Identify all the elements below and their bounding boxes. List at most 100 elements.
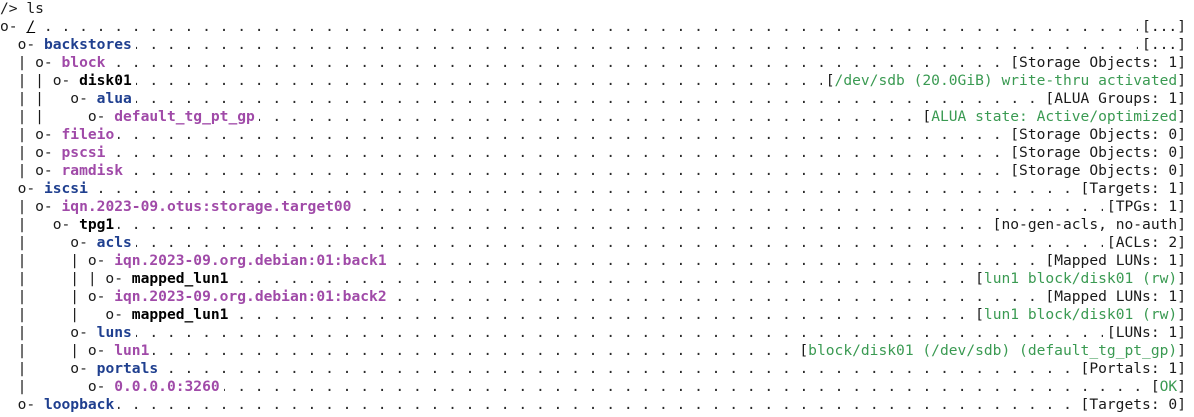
info-bracket-close: ] <box>1177 216 1186 233</box>
tree-node: | o- iqn.2023-09.otus:storage.target00 <box>0 198 355 216</box>
node-name: mapped_lun1 <box>132 306 229 323</box>
leader-dots: . . . . . . . . . . . . . . . . . . . . … <box>0 360 1186 378</box>
tree-line: . . . . . . . . . . . . . . . . . . . . … <box>0 126 1194 144</box>
leader-dots: . . . . . . . . . . . . . . . . . . . . … <box>0 396 1186 414</box>
tree-line: . . . . . . . . . . . . . . . . . . . . … <box>0 252 1194 270</box>
node-info-text: OK <box>1160 378 1178 395</box>
node-info-text: Targets: 0 <box>1089 396 1177 413</box>
tree-node: | o- ramdisk <box>0 162 127 180</box>
node-info: [Storage Objects: 1] <box>1006 54 1186 72</box>
info-bracket-open: [ <box>799 342 808 359</box>
tree-branch: o- <box>0 18 26 35</box>
node-name: backstores <box>44 36 132 53</box>
node-name: 0.0.0.0:3260 <box>114 378 219 395</box>
info-bracket-open: [ <box>1107 198 1116 215</box>
tree-node: o- / <box>0 18 39 36</box>
node-info-text: Mapped LUNs: 1 <box>1054 252 1177 269</box>
node-info: [Storage Objects: 0] <box>1006 144 1186 162</box>
tree-node: | | o- alua <box>0 90 136 108</box>
info-bracket-close: ] <box>1177 54 1186 71</box>
tree-line: . . . . . . . . . . . . . . . . . . . . … <box>0 180 1194 198</box>
info-bracket-open: [ <box>1081 396 1090 413</box>
tree-branch: | o- <box>0 360 97 377</box>
tree-line: . . . . . . . . . . . . . . . . . . . . … <box>0 234 1194 252</box>
leader-dots: . . . . . . . . . . . . . . . . . . . . … <box>0 180 1186 198</box>
tree-line: . . . . . . . . . . . . . . . . . . . . … <box>0 306 1194 324</box>
node-name: block <box>62 54 106 71</box>
info-bracket-open: [ <box>1010 126 1019 143</box>
node-info: [Storage Objects: 0] <box>1006 126 1186 144</box>
node-info: [Targets: 0] <box>1077 396 1186 414</box>
node-name: tpg1 <box>79 216 114 233</box>
tree-node: | | o- mapped_lun1 <box>0 306 232 324</box>
node-name: fileio <box>62 126 115 143</box>
info-bracket-close: ] <box>1177 198 1186 215</box>
tree-node: | o- pscsi <box>0 144 109 162</box>
node-info-text: ACLs: 2 <box>1116 234 1178 251</box>
node-info: [ALUA Groups: 1] <box>1041 90 1186 108</box>
node-info-text: /dev/sdb (20.0GiB) write-thru activated <box>835 72 1178 89</box>
tree-branch: o- <box>0 180 44 197</box>
tree-node: | | o- default_tg_pt_gp <box>0 108 259 126</box>
node-info: [Storage Objects: 0] <box>1006 162 1186 180</box>
tree-line: . . . . . . . . . . . . . . . . . . . . … <box>0 396 1194 414</box>
info-bracket-open: [ <box>826 72 835 89</box>
tree-branch: | o- <box>0 324 97 341</box>
node-info-text: ... <box>1151 36 1177 53</box>
tree-node: o- iscsi <box>0 180 92 198</box>
node-name: lun1 <box>114 342 149 359</box>
node-name: iscsi <box>44 180 88 197</box>
tree-line: . . . . . . . . . . . . . . . . . . . . … <box>0 90 1194 108</box>
tree-branch: | | o- <box>0 288 114 305</box>
info-bracket-close: ] <box>1177 252 1186 269</box>
info-bracket-close: ] <box>1177 90 1186 107</box>
tree-node: | o- portals <box>0 360 162 378</box>
node-info-text: lun1 block/disk01 (rw) <box>984 270 1177 287</box>
info-bracket-open: [ <box>1081 360 1090 377</box>
tree-node: o- backstores <box>0 36 136 54</box>
node-name: mapped_lun1 <box>132 270 229 287</box>
node-name: / <box>26 18 35 35</box>
info-bracket-close: ] <box>1177 162 1186 179</box>
info-bracket-close: ] <box>1177 288 1186 305</box>
node-info-text: block/disk01 (/dev/sdb) (default_tg_pt_g… <box>808 342 1177 359</box>
node-info: [Mapped LUNs: 1] <box>1041 288 1186 306</box>
tree-line: . . . . . . . . . . . . . . . . . . . . … <box>0 270 1194 288</box>
node-name: acls <box>97 234 132 251</box>
info-bracket-close: ] <box>1177 234 1186 251</box>
info-bracket-close: ] <box>1177 18 1186 35</box>
info-bracket-open: [ <box>1045 288 1054 305</box>
node-name: ramdisk <box>62 162 124 179</box>
node-info: [LUNs: 1] <box>1103 324 1186 342</box>
node-info: [OK] <box>1147 378 1186 396</box>
tree-node: | | o- lun1 <box>0 342 153 360</box>
tree-line: . . . . . . . . . . . . . . . . . . . . … <box>0 216 1194 234</box>
tree-branch: o- <box>0 396 44 413</box>
tree-branch: | | o- <box>0 252 114 269</box>
tree-branch: | | | o- <box>0 270 132 287</box>
tree-node: | o- 0.0.0.0:3260 <box>0 378 224 396</box>
info-bracket-close: ] <box>1177 108 1186 125</box>
tree-branch: | | o- <box>0 306 132 323</box>
tree-branch: | o- <box>0 378 114 395</box>
tree-node: | o- block <box>0 54 109 72</box>
tree-branch: | o- <box>0 162 62 179</box>
node-name: pscsi <box>62 144 106 161</box>
tree-line: . . . . . . . . . . . . . . . . . . . . … <box>0 108 1194 126</box>
info-bracket-open: [ <box>975 306 984 323</box>
info-bracket-open: [ <box>1010 144 1019 161</box>
node-info: [ALUA state: Active/optimized] <box>918 108 1186 126</box>
info-bracket-open: [ <box>1045 90 1054 107</box>
node-name: disk01 <box>79 72 132 89</box>
tree-node: | o- tpg1 <box>0 216 118 234</box>
command: ls <box>26 0 44 17</box>
info-bracket-close: ] <box>1177 306 1186 323</box>
node-info: [lun1 block/disk01 (rw)] <box>971 306 1186 324</box>
tree-line: . . . . . . . . . . . . . . . . . . . . … <box>0 54 1194 72</box>
node-info: [Targets: 1] <box>1077 180 1186 198</box>
node-name: iqn.2023-09.org.debian:01:back1 <box>114 252 386 269</box>
info-bracket-open: [ <box>1010 54 1019 71</box>
tree-line: . . . . . . . . . . . . . . . . . . . . … <box>0 288 1194 306</box>
info-bracket-close: ] <box>1177 378 1186 395</box>
